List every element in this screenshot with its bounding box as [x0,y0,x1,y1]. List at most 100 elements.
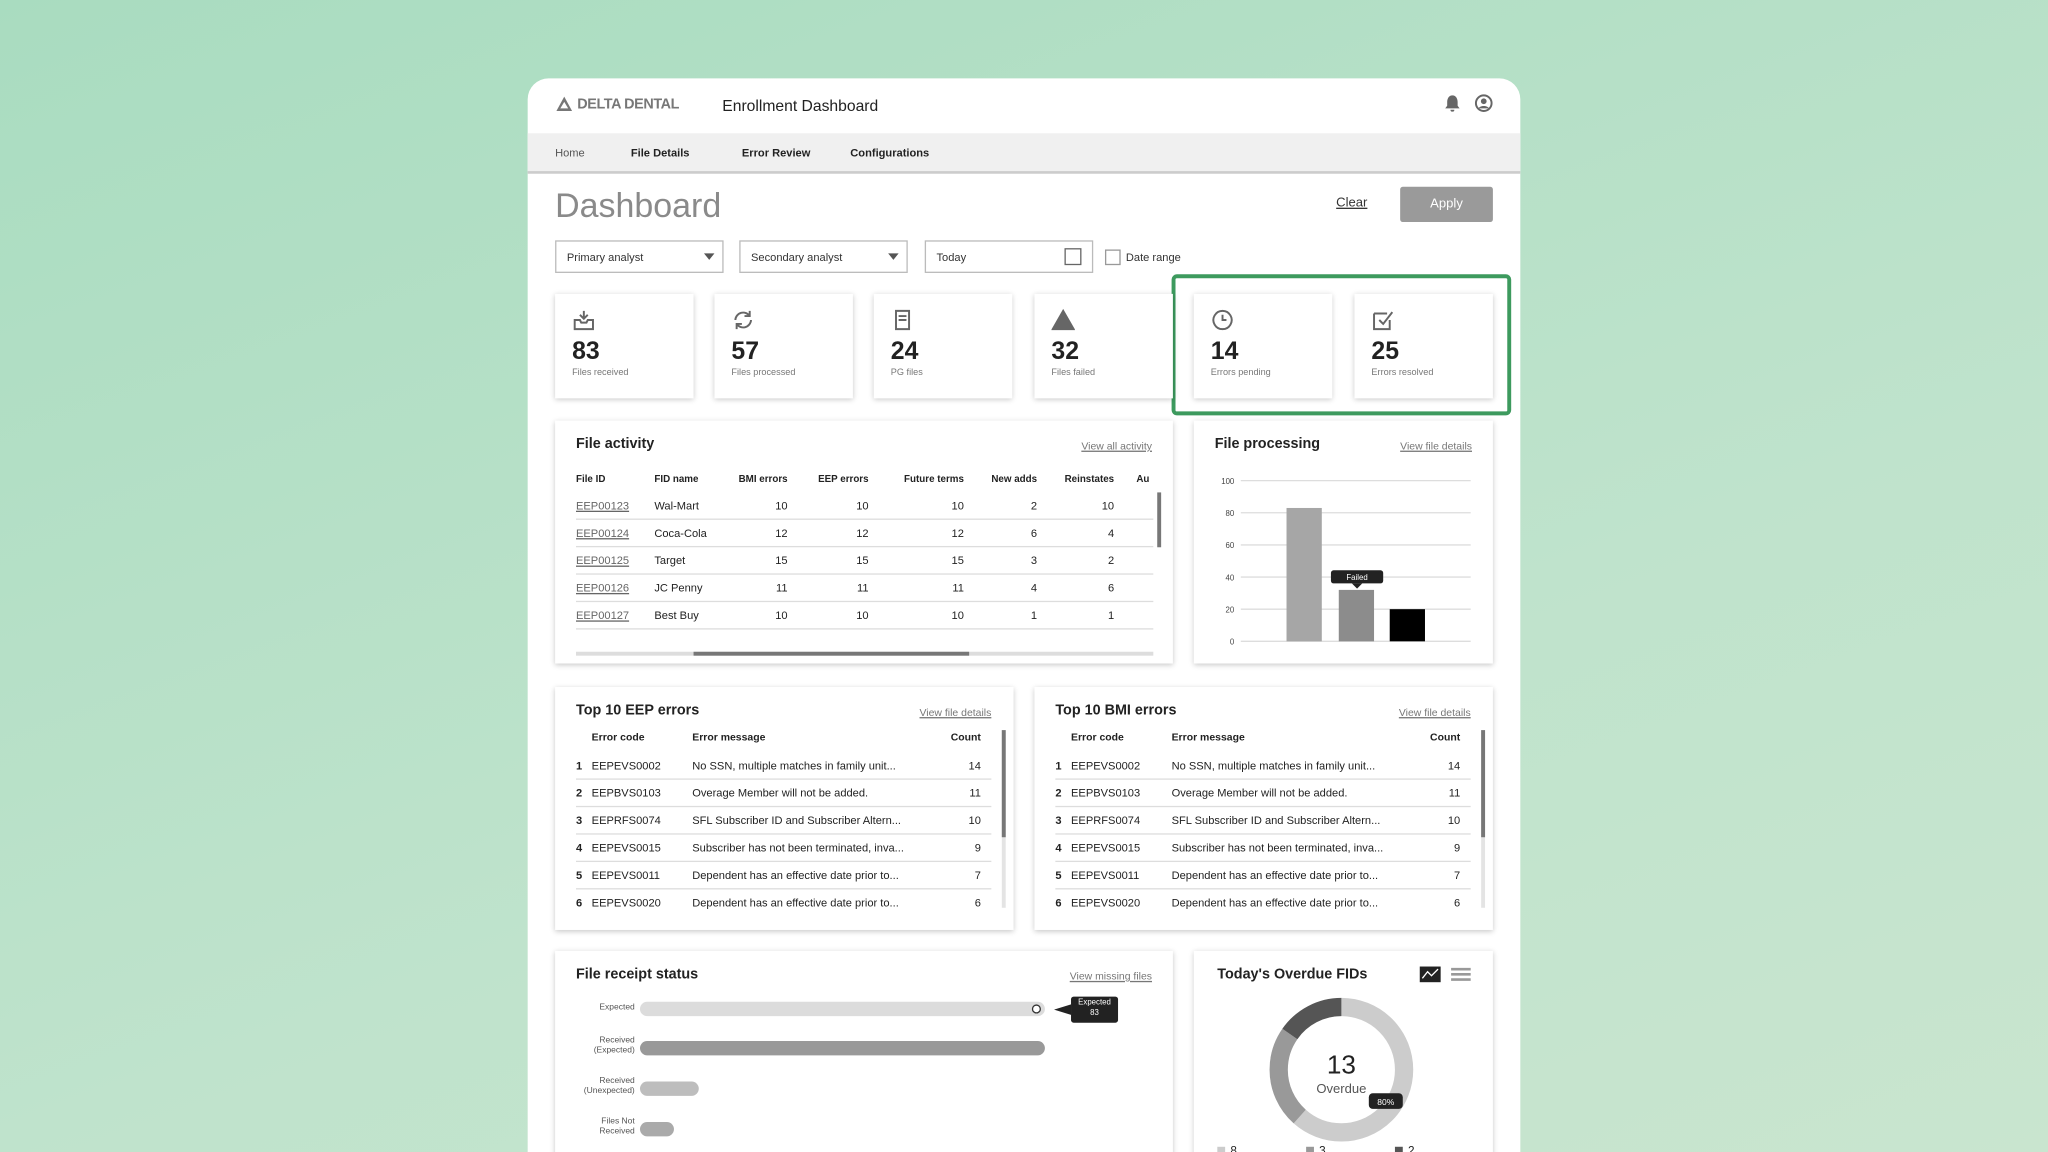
legend-swatch [1394,1146,1403,1152]
table-cell: No SSN, multiple matches in family unit.… [692,758,896,772]
status-bar [639,1121,675,1137]
y-tick-label: 0 [1230,638,1235,647]
scrollbar-thumb [1481,730,1486,838]
file-id-link[interactable]: EEP00126 [575,581,630,595]
card-link[interactable]: View missing files [1069,970,1152,983]
card-title: Top 10 EEP errors [575,702,700,719]
file-id-link[interactable]: EEP00125 [575,553,630,567]
status-label: Received (Expected) [593,1035,635,1055]
stat-label: Files failed [1051,368,1096,378]
overdue-count: 13 [1327,1050,1356,1080]
table-cell: 15 [856,553,869,567]
y-tick-label: 100 [1221,477,1235,486]
table-cell: 3 [1030,553,1038,567]
table-cell: 12 [775,526,788,540]
tooltip-arrow [1054,1004,1072,1015]
table-cell: SFL Subscriber ID and Subscriber Altern.… [692,813,902,827]
stat-value: 24 [890,338,919,366]
row-index: 4 [575,841,583,855]
row-index: 3 [575,813,583,827]
table-cell: 1 [1107,608,1115,622]
clear-button[interactable]: Clear [1336,195,1368,211]
row-divider [575,600,1154,603]
column-header: Error code [1071,731,1124,744]
row-divider [1055,833,1471,835]
file-id-link[interactable]: EEP00123 [575,498,630,512]
table-cell: 10 [775,498,788,512]
table-cell: Coca-Cola [654,526,707,540]
table-cell: 14 [968,758,981,772]
card-link[interactable]: View file details [919,706,992,719]
row-divider [575,628,1154,630]
card-link[interactable]: View file details [1398,706,1471,719]
table-cell: 7 [1454,868,1461,882]
row-divider [1055,778,1471,780]
table-cell: EEPEVS0020 [1071,895,1141,910]
row-index: 5 [1055,868,1062,882]
date-label: Today [936,250,967,264]
card-title: File processing [1214,436,1321,452]
file-activity-card: File activity View all activity File ID FID… [555,420,1173,664]
bar [1286,507,1322,642]
dropdown[interactable]: Primary analyst [555,240,724,273]
column-header: File ID [575,472,606,485]
stat-value: 57 [731,338,760,366]
table-cell: 11 [1448,786,1461,800]
table-cell: 9 [974,841,981,855]
table-cell: 10 [1447,813,1461,827]
column-header: Reinstates [1064,472,1115,485]
bar-end-marker [1031,1004,1041,1014]
table-cell: 10 [856,608,869,622]
tooltip-arrow [1351,583,1363,589]
table-cell: 14 [1447,758,1461,772]
status-label: Files Not Received [599,1116,635,1136]
user-icon[interactable] [1474,94,1493,112]
file-id-link[interactable]: EEP00127 [575,608,630,622]
table-cell: 2 [1030,498,1038,512]
dropdown[interactable]: Secondary analyst [739,240,908,273]
nav-item[interactable]: Configurations [850,146,930,160]
icon-shape [895,309,911,331]
card-link[interactable]: View file details [1400,440,1472,452]
nav-item[interactable]: Home [555,146,585,160]
stat-value: 32 [1051,338,1080,366]
table-cell: 9 [1454,841,1461,855]
table-cell: 12 [951,526,964,540]
column-header: Count [1430,731,1461,744]
icon-shape [1212,309,1233,331]
logo: DELTA DENTAL [577,96,680,113]
column-header: Error message [1171,731,1245,744]
file-id-link[interactable]: EEP00124 [575,526,630,540]
table-cell: 15 [951,553,964,567]
table-cell: 15 [775,553,788,567]
bar-chart: 0 20 40 60 80 100 Failed [1221,477,1471,647]
row-divider [575,518,1154,520]
nav-item[interactable]: Error Review [741,146,811,160]
icon-shape [573,310,594,331]
status-label: Received (Unexpected) [583,1076,635,1096]
notification-icon[interactable] [1443,94,1461,112]
stat-label: Errors resolved [1371,368,1434,378]
nav-item[interactable]: File Details [630,146,690,160]
nav-bar: Home File Details Error Review Configuratio… [527,133,1521,174]
row-divider [575,805,992,808]
apply-button[interactable]: Apply [1400,186,1493,223]
dropdown-label: Primary analyst [566,250,644,264]
table-cell: 4 [1030,581,1038,595]
badge [1368,1093,1403,1109]
row-divider [1055,888,1471,890]
row-index: 1 [1055,758,1062,772]
overdue-card: Today's Overdue FIDs 13 Overdue 80% 8 3 2 [1193,950,1493,1152]
table-cell: EEPRFS0074 [1071,813,1141,827]
icon-shape [734,310,752,330]
table-cell: No SSN, multiple matches in family unit.… [1171,758,1376,772]
legend-value: 8 [1230,1145,1237,1152]
checkbox[interactable] [1104,249,1121,266]
table-cell: 4 [1107,526,1115,540]
status-bar [639,1040,1045,1056]
stat-icon [1051,308,1075,331]
date-input[interactable]: Today [924,240,1094,273]
card-link[interactable]: View all activity [1081,440,1152,452]
card-title: File receipt status [575,966,699,983]
table-cell: 1 [1030,608,1038,622]
